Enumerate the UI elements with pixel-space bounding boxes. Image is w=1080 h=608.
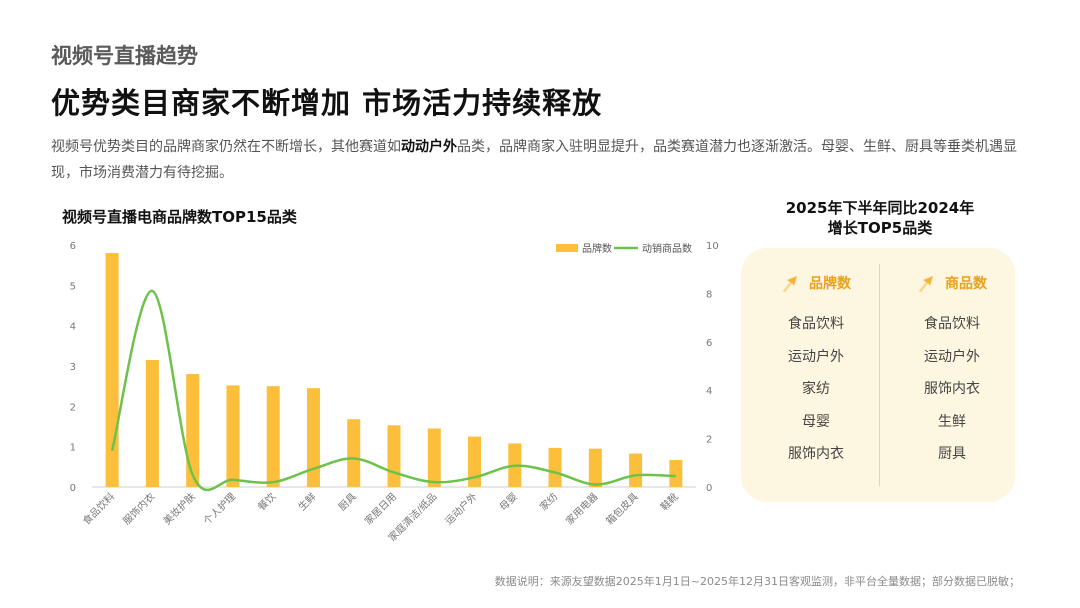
- bar: [266, 386, 280, 487]
- x-tick-label: 箱包皮具: [603, 490, 640, 527]
- y-right-tick-label: 2: [706, 435, 712, 446]
- y-left-tick-label: 4: [70, 322, 76, 333]
- bar: [588, 448, 602, 487]
- y-left-tick-label: 0: [70, 483, 76, 494]
- section-title: 视频号直播趋势: [51, 44, 198, 68]
- x-tick-label: 个人护理: [201, 490, 238, 527]
- top5-title: 2025年下半年同比2024年 增长TOP5品类: [760, 198, 1000, 238]
- top5-title-line2: 增长TOP5品类: [827, 219, 933, 237]
- bar-line-chart: 0 1 2 3 4 5 6 0 2 4 6 8 10 食品饮料 服饰内衣 美妆护肤 个人护理 餐饮 生鲜 厨具 家居日用…: [70, 241, 719, 544]
- y-right-tick-label: 0: [706, 483, 712, 494]
- bar: [186, 374, 200, 487]
- headline: 优势类目商家不断增加 市场活力持续释放: [51, 86, 603, 120]
- product-column-label: 商品数: [945, 276, 987, 292]
- list-item: 厨具: [938, 446, 966, 462]
- description-highlight: 动动户外: [401, 139, 457, 155]
- y-left-tick-label: 3: [70, 362, 76, 373]
- description-text-1: 视频号优势类目的品牌商家仍然在不断增长，其他赛道如: [51, 139, 401, 155]
- x-tick-label: 鞋靴: [658, 490, 681, 513]
- x-tick-label: 食品饮料: [80, 490, 117, 527]
- bar: [347, 419, 361, 487]
- bar: [387, 425, 401, 487]
- x-tick-label: 家纺: [537, 490, 560, 513]
- list-item: 服饰内衣: [924, 381, 980, 397]
- product-top5-list: 食品饮料 运动户外 服饰内衣 生鲜 厨具: [887, 308, 1017, 471]
- x-tick-label: 服饰内衣: [120, 490, 157, 527]
- brand-column: 品牌数 食品饮料 运动户外 家纺 母婴 服饰内衣: [751, 272, 881, 471]
- list-item: 生鲜: [938, 413, 966, 430]
- list-item: 运动户外: [788, 348, 844, 365]
- x-tick-label: 家居日用: [362, 490, 399, 527]
- x-tick-label: 运动户外: [442, 490, 479, 527]
- x-tick-label: 餐饮: [255, 490, 278, 513]
- description-paragraph: 视频号优势类目的品牌商家仍然在不断增长，其他赛道如动动户外品类，品牌商家入驻明显…: [51, 134, 1031, 186]
- x-tick-label: 生鲜: [295, 490, 318, 513]
- legend-line-label: 动销商品数: [642, 242, 692, 255]
- x-tick-label: 家用电器: [563, 490, 600, 527]
- y-right-tick-label: 4: [706, 386, 712, 397]
- data-source-note: 数据说明：来源友望数据2025年1月1日~2025年12月31日客观监测，非平台…: [494, 575, 1020, 588]
- list-item: 食品饮料: [788, 316, 844, 332]
- y-right-tick-label: 8: [706, 289, 712, 300]
- brand-column-label: 品牌数: [809, 276, 851, 292]
- series-line: [110, 289, 676, 492]
- description-text-2: 品类，品牌商家入驻明显提升，品类赛道潜力也逐渐激活。母婴、生鲜、厨具等垂类机遇显…: [51, 139, 1017, 181]
- growth-arrow-icon: [783, 276, 797, 292]
- x-tick-label: 母婴: [497, 491, 520, 514]
- y-left-tick-label: 2: [70, 402, 76, 413]
- bar: [468, 436, 482, 487]
- list-item: 运动户外: [924, 348, 980, 365]
- list-item: 母婴: [802, 413, 830, 430]
- list-item: 食品饮料: [924, 316, 980, 332]
- top5-panel: 品牌数 食品饮料 运动户外 家纺 母婴 服饰内衣 商品数 食品饮料 运动户外 服…: [741, 248, 1015, 502]
- growth-arrow-icon: [919, 276, 933, 292]
- list-item: 服饰内衣: [788, 446, 844, 462]
- bar: [427, 428, 441, 487]
- bar: [145, 359, 159, 487]
- brand-top5-list: 食品饮料 运动户外 家纺 母婴 服饰内衣: [751, 308, 881, 471]
- bar: [629, 453, 643, 487]
- y-left-tick-label: 6: [70, 241, 76, 252]
- x-tick-label: 厨具: [336, 491, 359, 514]
- brand-column-header: 品牌数: [751, 272, 881, 294]
- bar: [105, 253, 119, 487]
- bar: [669, 459, 683, 487]
- bar: [548, 447, 562, 487]
- y-right-tick-label: 6: [706, 338, 712, 349]
- panel-divider: [879, 264, 880, 486]
- top5-title-line1: 2025年下半年同比2024年: [785, 199, 975, 217]
- y-right-tick-label: 10: [706, 241, 719, 252]
- x-tick-label: 美妆护肤: [160, 490, 197, 527]
- bar: [226, 385, 240, 487]
- list-item: 家纺: [802, 381, 830, 397]
- y-left-tick-label: 5: [70, 281, 76, 292]
- product-column-header: 商品数: [887, 272, 1017, 294]
- y-left-tick-label: 1: [70, 443, 76, 454]
- bar: [306, 388, 320, 487]
- product-column: 商品数 食品饮料 运动户外 服饰内衣 生鲜 厨具: [887, 272, 1017, 471]
- legend-bar-swatch: [556, 244, 578, 252]
- chart-title: 视频号直播电商品牌数TOP15品类: [62, 208, 297, 226]
- legend-bar-label: 品牌数: [582, 242, 612, 255]
